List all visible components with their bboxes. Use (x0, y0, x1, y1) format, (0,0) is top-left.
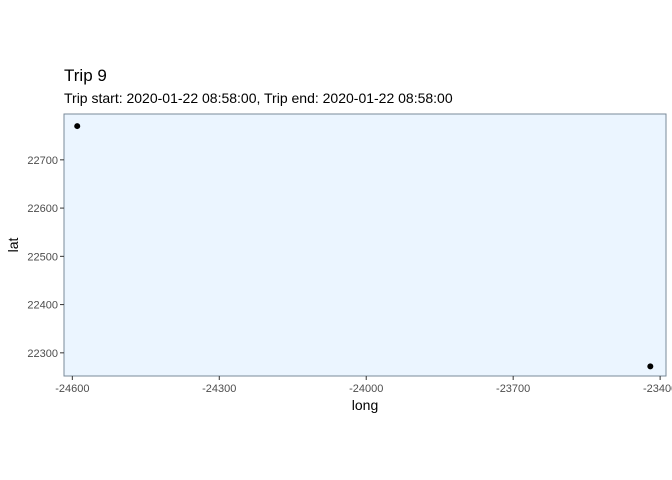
x-axis-label: long (352, 397, 378, 413)
plot-panel (63, 113, 667, 377)
chart-title: Trip 9 (64, 66, 107, 85)
y-tick-label: 22500 (27, 251, 58, 263)
x-tick-label: -24600 (55, 383, 89, 395)
data-point (74, 123, 81, 130)
data-point (647, 363, 654, 370)
chart-subtitle: Trip start: 2020-01-22 08:58:00, Trip en… (64, 90, 453, 106)
y-tick-label: 22700 (27, 155, 58, 167)
x-axis: -24600 -24300 -24000 -23700 -23400 (55, 376, 672, 395)
y-tick-label: 22400 (27, 300, 58, 312)
x-tick-label: -24300 (202, 383, 236, 395)
x-tick-label: -23400 (643, 383, 672, 395)
y-axis-label: lat (5, 238, 21, 253)
data-points (74, 123, 654, 370)
x-tick-label: -24000 (349, 383, 383, 395)
y-axis: 22300 22400 22500 22600 22700 (27, 155, 64, 360)
y-tick-label: 22300 (27, 348, 58, 360)
y-tick-label: 22600 (27, 203, 58, 215)
x-tick-label: -23700 (496, 383, 530, 395)
